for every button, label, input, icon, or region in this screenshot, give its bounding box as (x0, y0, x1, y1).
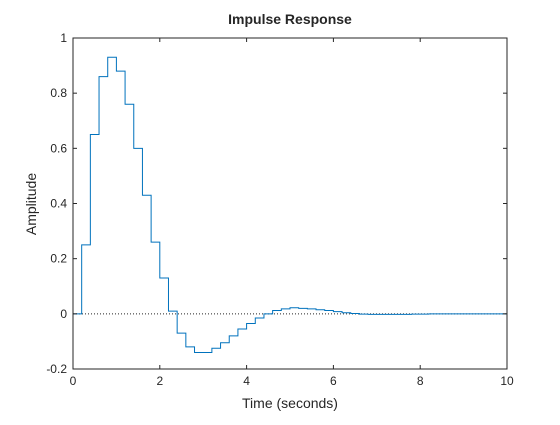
y-tick-label: 0.6 (50, 141, 67, 155)
y-tick-label: 0.2 (50, 252, 67, 266)
x-tick-label: 0 (70, 374, 77, 388)
x-tick-label: 8 (417, 374, 424, 388)
y-tick-label: 0.8 (50, 86, 67, 100)
y-tick-label: 0 (60, 307, 67, 321)
x-tick-label: 6 (330, 374, 337, 388)
x-tick-label: 10 (500, 374, 514, 388)
series-impulse-line (73, 56, 507, 353)
y-tick-labels: -0.2 0 0.2 0.4 0.6 0.8 1 (46, 31, 67, 376)
y-axis-label: Amplitude (23, 173, 39, 235)
x-tick-labels: 0 2 4 6 8 10 (70, 374, 514, 388)
axis-ticks (72, 37, 508, 370)
plot-area (73, 38, 507, 369)
x-tick-label: 4 (243, 374, 250, 388)
x-axis-label: Time (seconds) (242, 395, 338, 411)
y-tick-label: -0.2 (46, 362, 67, 376)
x-tick-label: 2 (156, 374, 163, 388)
chart-title: Impulse Response (228, 11, 352, 27)
y-tick-label: 0.4 (50, 197, 67, 211)
y-tick-label: 1 (60, 31, 67, 45)
